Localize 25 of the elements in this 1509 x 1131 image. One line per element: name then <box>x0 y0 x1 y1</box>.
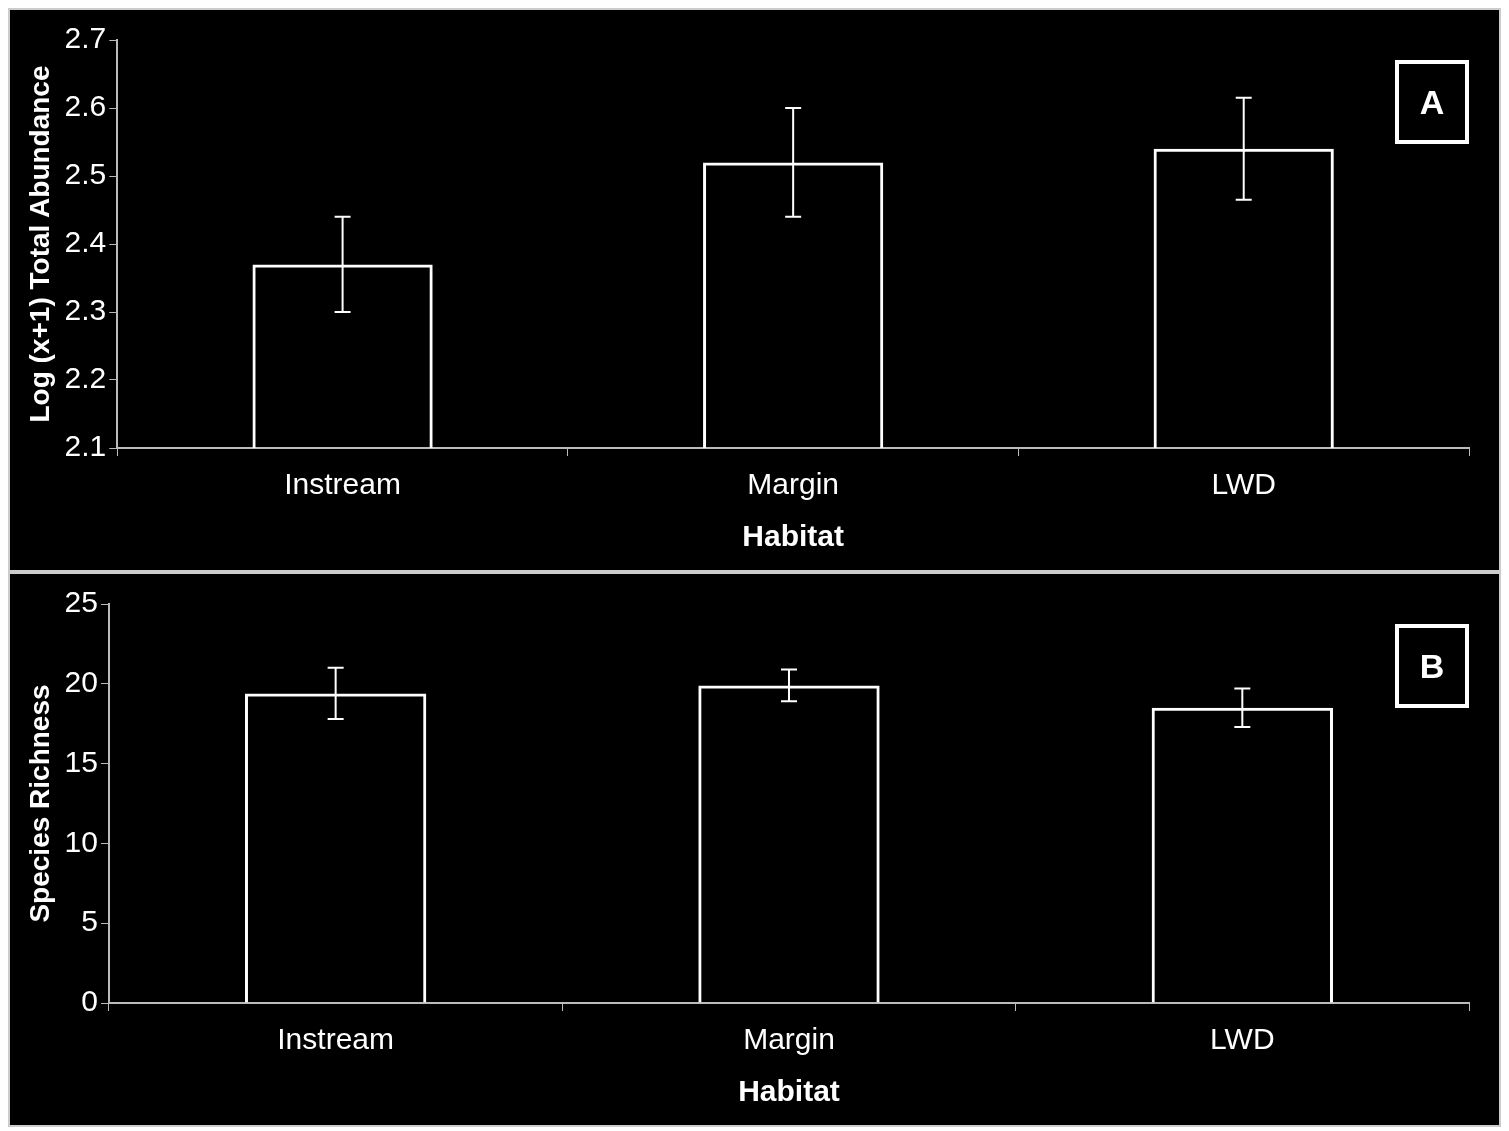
y-tick-label: 2.5 <box>64 157 107 191</box>
x-tick-label: Margin <box>747 467 839 501</box>
x-tick-label: Instream <box>284 467 401 501</box>
x-axis-title: Habitat <box>738 1074 840 1108</box>
x-tick-label: Instream <box>277 1022 394 1056</box>
y-tick-label: 25 <box>64 585 98 619</box>
annotation: B <box>1395 624 1469 708</box>
y-axis-title: Species Richness <box>23 684 55 923</box>
x-tick-label: Margin <box>743 1022 835 1056</box>
y-tick-label: 2.3 <box>64 293 107 327</box>
x-tick-label: LWD <box>1211 467 1276 501</box>
y-tick-label: 2.7 <box>64 21 107 55</box>
y-tick-label: 5 <box>81 904 98 938</box>
x-tick-label: LWD <box>1210 1022 1275 1056</box>
y-tick-label: 2.2 <box>64 361 107 395</box>
y-tick-label: 10 <box>64 824 98 858</box>
y-tick-label: 2.6 <box>64 89 107 123</box>
annotation: A <box>1395 60 1469 144</box>
y-tick-label: 2.4 <box>64 225 107 259</box>
y-tick-label: 0 <box>81 984 98 1018</box>
y-tick-label: 20 <box>64 665 98 699</box>
x-axis-title: Habitat <box>742 519 844 553</box>
y-tick-label: 2.1 <box>64 429 107 463</box>
y-axis-title: Log (x+1) Total Abundance <box>23 65 55 423</box>
y-tick-label: 15 <box>64 744 98 778</box>
